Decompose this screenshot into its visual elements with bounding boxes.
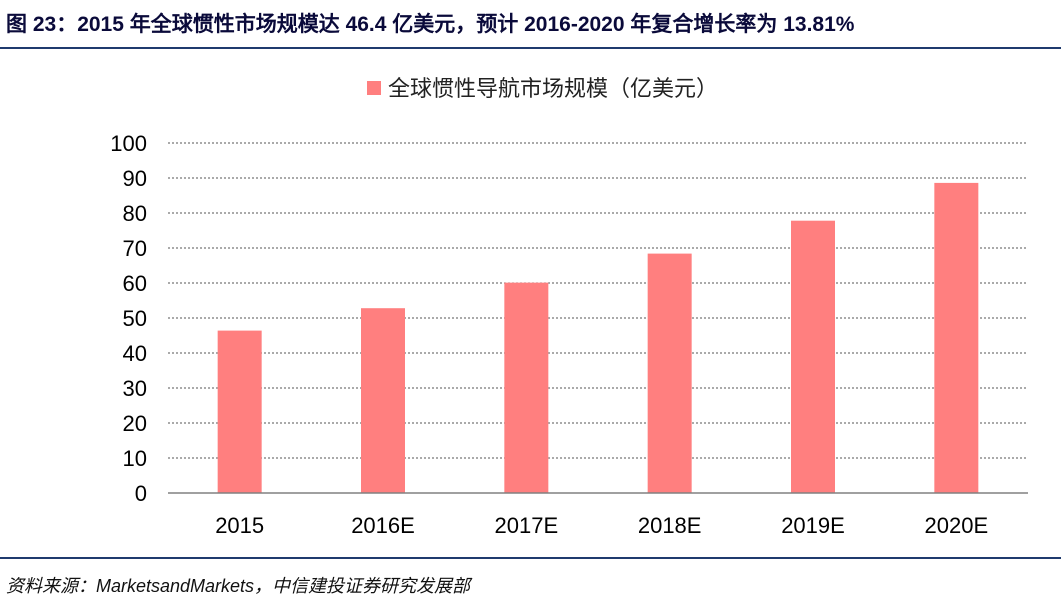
bar-2020e [934, 182, 979, 493]
bar-chart: 全球惯性导航市场规模（亿美元） 0 10 20 30 40 50 60 70 80 90 100 2… [110, 77, 1028, 538]
y-tick-label: 70 [123, 236, 147, 261]
y-tick-label: 100 [110, 131, 147, 156]
x-tick-label: 2016E [351, 513, 415, 538]
gridlines [168, 142, 1028, 459]
y-tick-label: 90 [123, 166, 147, 191]
bar-2018e [647, 253, 692, 493]
bar-2015 [217, 330, 262, 493]
legend: 全球惯性导航市场规模（亿美元） [367, 77, 718, 102]
bar-2016e [361, 308, 405, 493]
x-tick-label: 2017E [495, 513, 559, 538]
bar-2019e [791, 220, 835, 493]
y-tick-label: 10 [123, 446, 147, 471]
y-tick-label: 80 [123, 201, 147, 226]
legend-label: 全球惯性导航市场规模（亿美元） [388, 77, 718, 102]
title-divider [0, 47, 1061, 49]
legend-swatch [367, 81, 381, 95]
y-axis-ticks: 0 10 20 30 40 50 60 70 80 90 100 [110, 131, 147, 506]
y-tick-label: 60 [123, 271, 147, 296]
y-tick-label: 20 [123, 411, 147, 436]
x-tick-label: 2015 [215, 513, 264, 538]
y-tick-label: 0 [135, 481, 147, 506]
x-tick-label: 2019E [781, 513, 845, 538]
figure-title: 图 23：2015 年全球惯性市场规模达 46.4 亿美元，预计 2016-20… [6, 13, 855, 36]
bar-2017e [504, 282, 549, 493]
x-tick-label: 2018E [638, 513, 702, 538]
y-tick-label: 30 [123, 376, 147, 401]
source-note: 资料来源：MarketsandMarkets，中信建投证券研究发展部 [6, 576, 471, 596]
y-tick-label: 40 [123, 341, 147, 366]
x-axis-ticks: 2015 2016E 2017E 2018E 2019E 2020E [215, 513, 988, 538]
bars [217, 182, 979, 493]
y-tick-label: 50 [123, 306, 147, 331]
footer-divider [0, 557, 1061, 559]
x-tick-label: 2020E [925, 513, 989, 538]
